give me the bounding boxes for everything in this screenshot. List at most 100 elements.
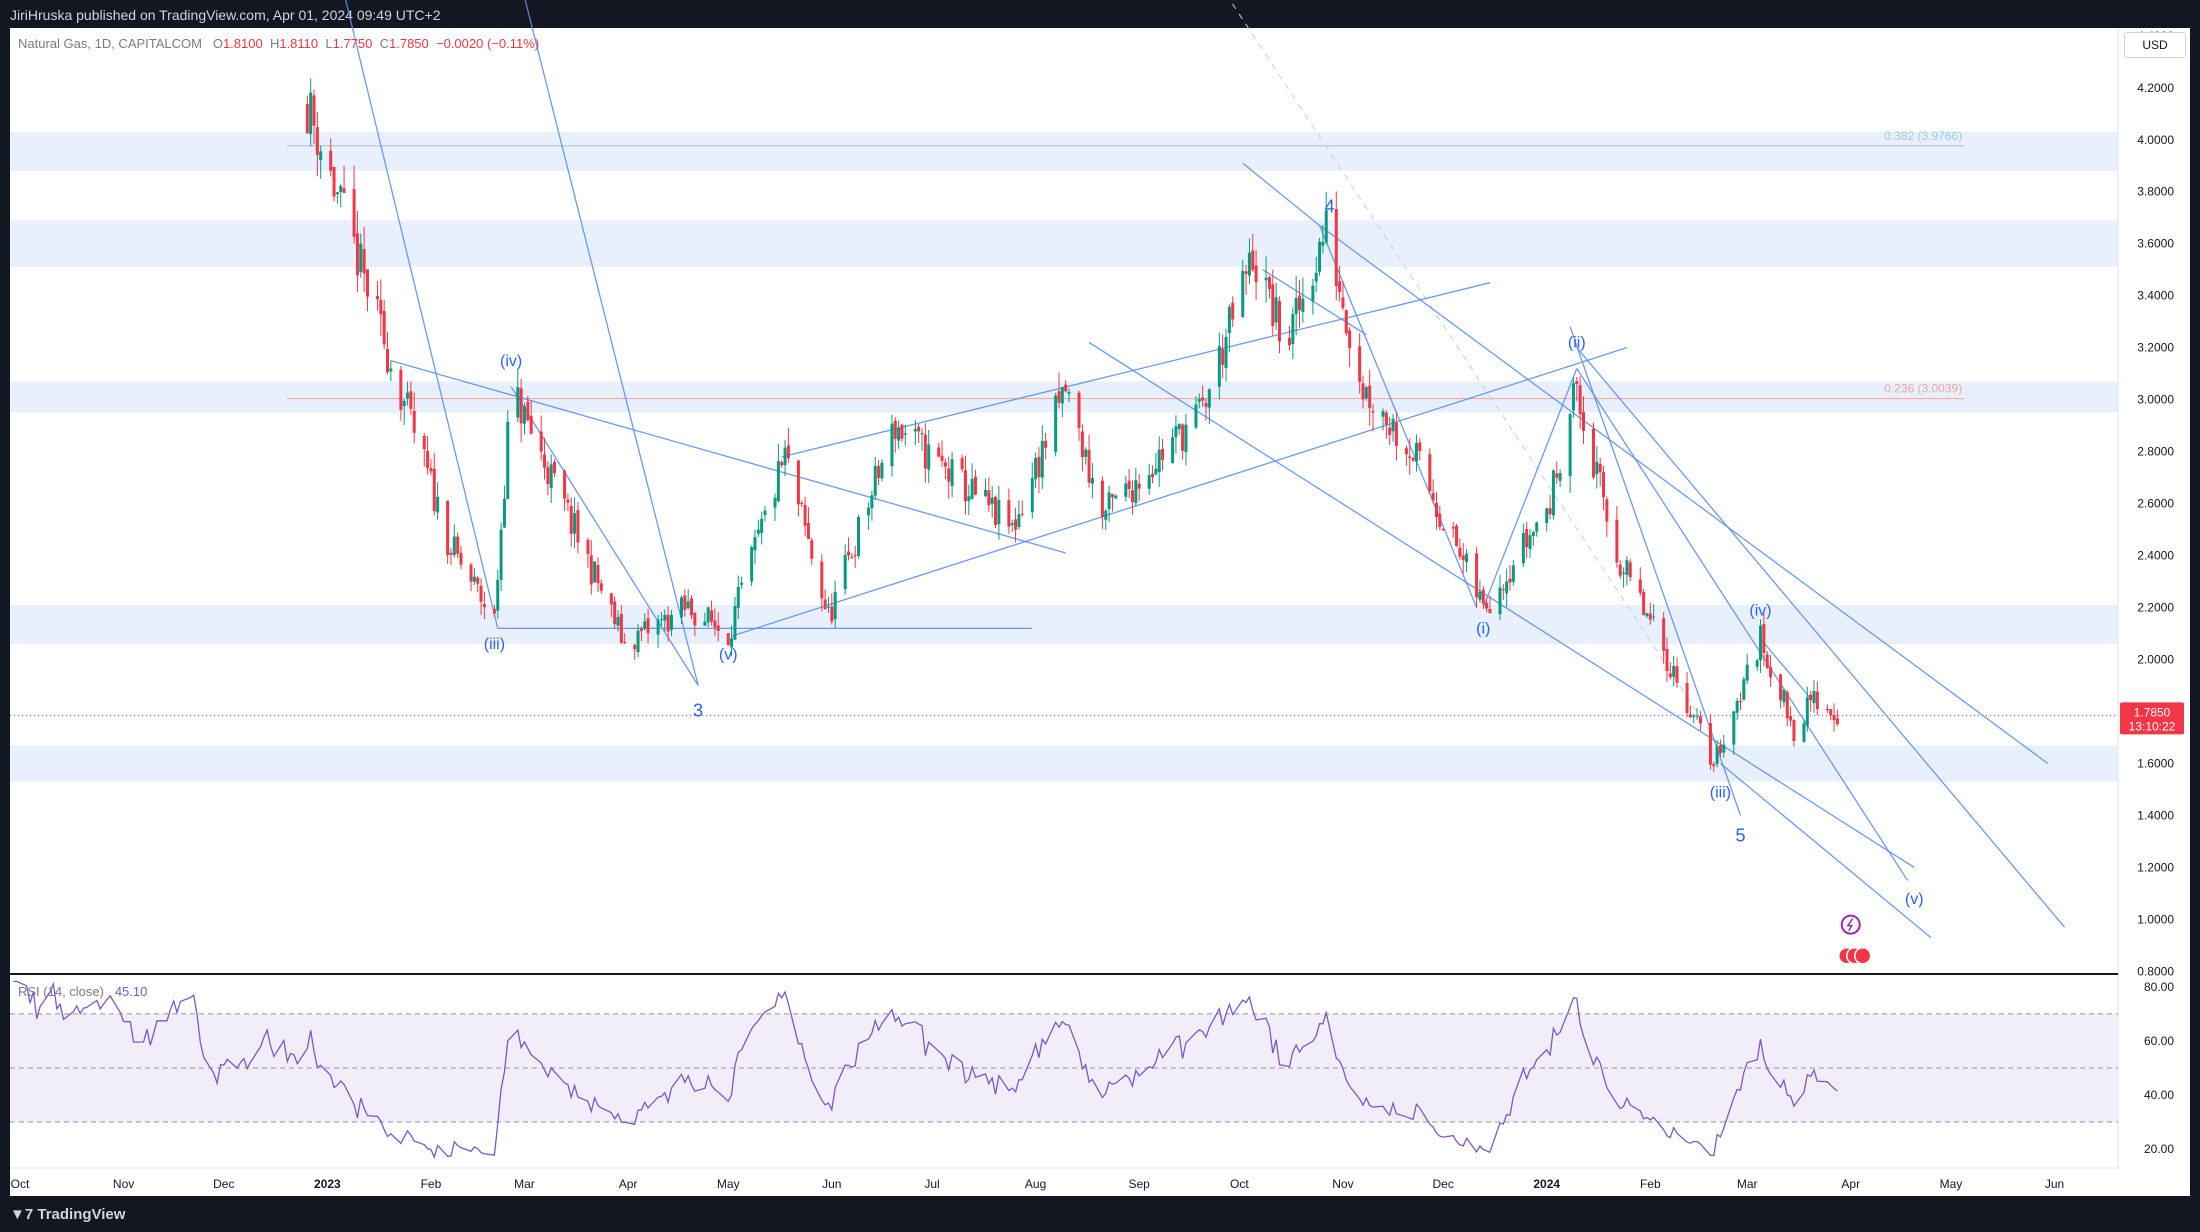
- candle-body: [1638, 579, 1642, 593]
- rsi-tick-label: 80.00: [2144, 980, 2174, 994]
- candle-body: [1151, 473, 1155, 478]
- zone-rect: [10, 604, 2118, 644]
- candle-body: [1298, 295, 1302, 311]
- time-tick-label: 2024: [1533, 1177, 1560, 1191]
- candle-body: [983, 489, 987, 497]
- candle-body: [753, 537, 757, 551]
- candle-body: [449, 552, 453, 555]
- candle-body: [1010, 523, 1014, 525]
- candle-body: [1324, 210, 1328, 243]
- price-tick-label: 1.0000: [2137, 912, 2174, 926]
- time-tick-label: Dec: [213, 1177, 234, 1191]
- fibonacci-levels: 0.382 (3.9766) 0.236 (3.0039): [287, 129, 1965, 400]
- candle-body: [870, 495, 874, 509]
- rsi-label: RSI (14, close): [18, 984, 104, 999]
- tradingview-logo: ▼7 TradingView: [10, 1206, 125, 1223]
- candle-body: [1154, 468, 1158, 475]
- candle-body: [1110, 493, 1114, 498]
- candle-body: [482, 604, 486, 608]
- candle-body: [1762, 623, 1766, 654]
- candle-body: [1732, 711, 1736, 745]
- candle-body: [1485, 602, 1489, 609]
- candle-body: [1815, 691, 1819, 710]
- candle-body: [429, 468, 433, 472]
- candle-body: [1441, 528, 1445, 531]
- candle-body: [830, 606, 834, 622]
- candle-body: [1708, 723, 1712, 765]
- candle-body: [1455, 525, 1459, 547]
- time-tick-label: Apr: [1841, 1177, 1860, 1191]
- price-tick-label: 1.4000: [2137, 808, 2174, 822]
- candle-body: [1217, 346, 1221, 387]
- candle-body: [643, 621, 647, 629]
- candle-body: [469, 564, 473, 582]
- price-tick-label: 3.0000: [2137, 393, 2174, 407]
- candle-body: [1030, 478, 1034, 513]
- price-axis: 4.40004.20004.00003.80003.60003.40003.20…: [2117, 28, 2174, 1168]
- candle-body: [1475, 553, 1479, 598]
- candle-body: [312, 95, 316, 126]
- candle-body: [472, 576, 476, 582]
- candle-body: [1007, 500, 1011, 527]
- candle-body: [1615, 519, 1619, 563]
- candle-body: [823, 599, 827, 609]
- candle-body: [446, 500, 450, 556]
- candle-body: [1825, 708, 1829, 710]
- candle-body: [900, 424, 904, 439]
- candle-body: [609, 593, 613, 605]
- candle-body: [1341, 297, 1345, 308]
- candle-body: [1221, 349, 1225, 365]
- candle-body: [1040, 441, 1044, 478]
- symbol-legend: Natural Gas, 1D, CAPITALCOM O1.8100 H1.8…: [18, 36, 539, 51]
- price-tick-label: 1.2000: [2137, 860, 2174, 874]
- candle-body: [319, 151, 323, 161]
- rsi-value: 45.10: [114, 984, 148, 999]
- price-tick-label: 1.6000: [2137, 756, 2174, 770]
- time-tick-label: Feb: [1640, 1177, 1661, 1191]
- candle-body: [659, 619, 663, 621]
- candle-body: [716, 625, 720, 631]
- candle-body: [613, 601, 617, 625]
- trendline: [390, 360, 1066, 554]
- candle-body: [1665, 648, 1669, 672]
- candle-body: [1722, 744, 1726, 753]
- candle-body: [342, 188, 346, 193]
- candle-body: [1418, 442, 1422, 452]
- candle-body: [569, 505, 573, 534]
- candle-body: [1034, 457, 1038, 480]
- candle-body: [1789, 716, 1793, 721]
- open-value: 1.8100: [222, 36, 263, 51]
- candle-body: [1060, 387, 1064, 404]
- candle-body: [897, 427, 901, 441]
- candle-body: [730, 638, 734, 648]
- candle-body: [563, 470, 567, 499]
- candle-body: [1428, 454, 1432, 491]
- candle-body: [1301, 298, 1305, 312]
- candle-body: [1581, 411, 1585, 431]
- trendline: [781, 282, 1491, 458]
- candle-body: [1461, 555, 1465, 561]
- candle-body: [1127, 480, 1131, 490]
- candle-body: [1177, 424, 1181, 430]
- candle-body: [1718, 745, 1722, 754]
- candle-body: [1014, 519, 1018, 530]
- candle-body: [1465, 553, 1469, 563]
- time-tick-label: Nov: [1332, 1177, 1353, 1191]
- candle-body: [1251, 250, 1255, 270]
- brand-name: TradingView: [37, 1206, 126, 1223]
- candle-body: [850, 556, 854, 559]
- candle-body: [1501, 589, 1505, 591]
- wave-label: (ii): [1568, 335, 1586, 352]
- candle-body: [666, 615, 670, 632]
- trendline: [1088, 341, 1915, 868]
- candle-body: [997, 499, 1001, 525]
- bottom-bar: ▼7 TradingView: [0, 1196, 2200, 1232]
- price-chart[interactable]: 0.382 (3.9766) 0.236 (3.0039) (iii) (iv) (v…: [0, 0, 2200, 1196]
- candle-body: [1394, 422, 1398, 446]
- candle-body: [329, 150, 333, 171]
- candle-body: [893, 420, 897, 439]
- candle-body: [1090, 477, 1094, 484]
- candle-body: [843, 555, 847, 590]
- currency-button[interactable]: USD: [2124, 32, 2186, 58]
- candle-body: [1712, 764, 1716, 766]
